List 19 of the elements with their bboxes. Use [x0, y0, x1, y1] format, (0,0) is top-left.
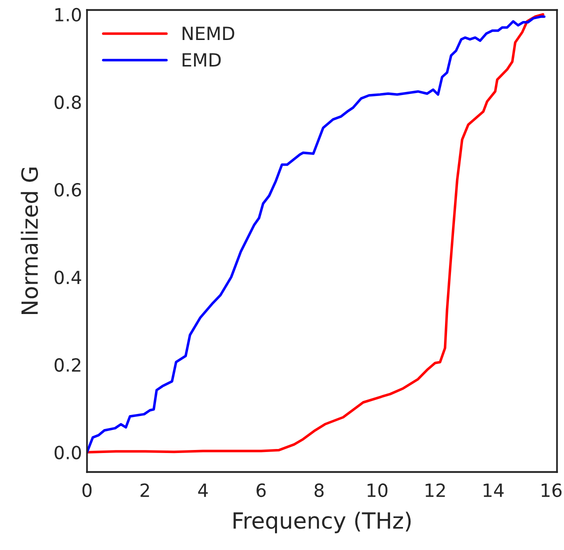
y-tick-label: 0.2 — [54, 358, 80, 372]
x-tick-label: 0 — [82, 483, 92, 498]
x-tick-label: 6 — [256, 483, 266, 498]
x-tick-label: 2 — [140, 483, 149, 497]
x-tick-label: 14 — [484, 484, 504, 497]
x-tick-label: 8 — [314, 483, 324, 498]
y-tick-label: 0.8 — [54, 95, 81, 110]
y-tick-label: 0.0 — [54, 446, 81, 460]
legend-label: NEMD — [182, 26, 234, 40]
x-tick-label: 10 — [368, 483, 388, 498]
y-tick-label: 0.4 — [54, 270, 82, 284]
y-axis-title: Normalized G — [20, 168, 38, 314]
x-tick-label: 12 — [426, 483, 445, 497]
x-tick-label: 4 — [198, 484, 208, 497]
x-tick-label: 16 — [542, 483, 562, 498]
legend-label: EMD — [182, 53, 221, 66]
x-axis-title: Frequency (THz) — [234, 512, 411, 534]
y-tick-label: 0.6 — [54, 183, 82, 197]
y-tick-label: 1.0 — [55, 8, 81, 22]
